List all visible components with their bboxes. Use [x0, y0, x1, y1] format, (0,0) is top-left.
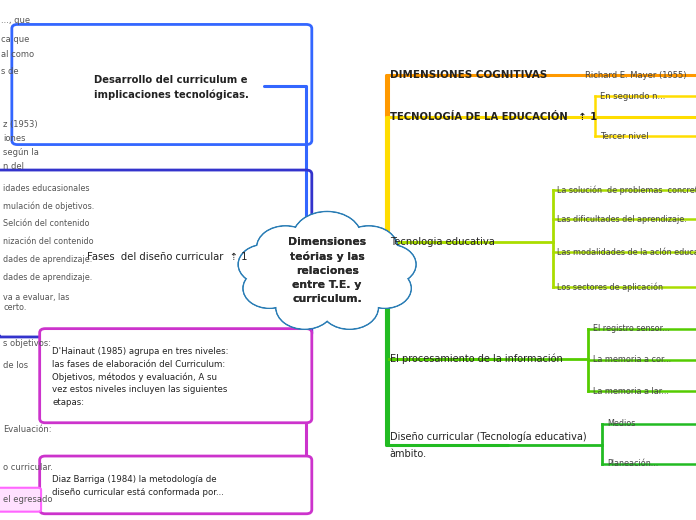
Text: La memoria a lar...: La memoria a lar... [593, 386, 669, 396]
Circle shape [239, 245, 290, 283]
Text: ca que: ca que [1, 34, 30, 44]
Circle shape [294, 212, 361, 263]
Text: de los: de los [3, 360, 29, 370]
Text: Tercer nivel: Tercer nivel [600, 132, 649, 141]
Circle shape [322, 287, 377, 329]
FancyBboxPatch shape [40, 329, 312, 423]
Circle shape [364, 245, 415, 283]
Polygon shape [267, 226, 387, 315]
FancyBboxPatch shape [40, 456, 312, 514]
Text: D'Hainaut (1985) agrupa en tres niveles:
las fases de elaboración del Curriculum: D'Hainaut (1985) agrupa en tres niveles:… [52, 347, 229, 407]
Circle shape [294, 212, 361, 263]
Circle shape [269, 227, 385, 314]
Text: va a evaluar, las
certo.: va a evaluar, las certo. [3, 293, 70, 313]
Text: Medios: Medios [607, 419, 635, 428]
Circle shape [239, 245, 290, 283]
Text: DIMENSIONES COGNITIVAS: DIMENSIONES COGNITIVAS [390, 70, 547, 81]
Circle shape [359, 269, 411, 307]
Text: El registro sensor...: El registro sensor... [593, 324, 670, 333]
Text: Evaluación:: Evaluación: [3, 424, 52, 434]
Circle shape [244, 269, 295, 307]
Text: El procesamiento de la información: El procesamiento de la información [390, 354, 562, 364]
Circle shape [258, 227, 313, 269]
Circle shape [277, 287, 333, 329]
Text: En segundo n...: En segundo n... [600, 92, 665, 101]
Text: dades de aprendizaje.: dades de aprendizaje. [3, 255, 93, 265]
Text: s de: s de [1, 67, 19, 76]
Circle shape [341, 227, 397, 269]
Circle shape [322, 287, 377, 329]
Text: Selción del contenido: Selción del contenido [3, 219, 90, 228]
Text: según la: según la [3, 148, 40, 158]
Circle shape [359, 269, 411, 307]
Text: Las dificultades del aprendizaje.: Las dificultades del aprendizaje. [557, 215, 686, 224]
Circle shape [277, 287, 333, 329]
Text: dades de aprendizaje.: dades de aprendizaje. [3, 273, 93, 282]
Text: z (1953): z (1953) [3, 120, 38, 129]
Text: iones: iones [3, 134, 26, 144]
Circle shape [364, 245, 415, 283]
Text: Los sectores de aplicación: Los sectores de aplicación [557, 282, 663, 292]
Text: Planeación...: Planeación... [607, 459, 658, 469]
Circle shape [258, 227, 313, 269]
Text: La memoria a cor...: La memoria a cor... [593, 355, 671, 365]
Text: Diaz Barriga (1984) la metodología de
diseño curricular está conformada por...: Diaz Barriga (1984) la metodología de di… [52, 475, 224, 497]
Text: ..., que: ..., que [1, 16, 31, 25]
Text: TECNOLOGÍA DE LA EDUCACIÓN   ⇡ 1: TECNOLOGÍA DE LA EDUCACIÓN ⇡ 1 [390, 112, 597, 122]
Circle shape [244, 269, 295, 307]
Text: Diseño curricular (Tecnología educativa): Diseño curricular (Tecnología educativa) [390, 432, 587, 442]
Text: n del: n del [3, 162, 24, 171]
Text: Fases  del diseño curricular  ⇡ 1: Fases del diseño curricular ⇡ 1 [87, 252, 248, 263]
FancyBboxPatch shape [0, 488, 41, 512]
Text: nización del contenido: nización del contenido [3, 237, 94, 246]
Text: Dimensiones
teórias y las
relaciones
entre T.E. y
curriculum.: Dimensiones teórias y las relaciones ent… [288, 237, 366, 304]
Text: implicaciones tecnológicas.: implicaciones tecnológicas. [94, 90, 249, 100]
Text: mulación de objetivos.: mulación de objetivos. [3, 201, 95, 211]
Text: La solución  de problemas  concret...: La solución de problemas concret... [557, 185, 696, 194]
Text: al como: al como [1, 50, 35, 59]
Text: àmbito.: àmbito. [390, 449, 427, 459]
Text: Tecnologia educativa: Tecnologia educativa [390, 237, 495, 247]
Circle shape [341, 227, 397, 269]
Text: s objetivos:: s objetivos: [3, 339, 52, 348]
Text: Desarrollo del curriculum e: Desarrollo del curriculum e [94, 74, 248, 85]
Text: el egresado: el egresado [3, 495, 53, 504]
Text: Las modalidades de la aclón educa...: Las modalidades de la aclón educa... [557, 248, 696, 257]
Text: idades educasionales: idades educasionales [3, 184, 90, 193]
Polygon shape [267, 226, 387, 315]
Text: Richard E. Mayer (1955): Richard E. Mayer (1955) [585, 71, 686, 80]
Circle shape [269, 227, 385, 314]
Text: o curricular.: o curricular. [3, 463, 54, 473]
Text: Dimensiones
teórias y las
relaciones
entre T.E. y
curriculum.: Dimensiones teórias y las relaciones ent… [288, 237, 366, 304]
